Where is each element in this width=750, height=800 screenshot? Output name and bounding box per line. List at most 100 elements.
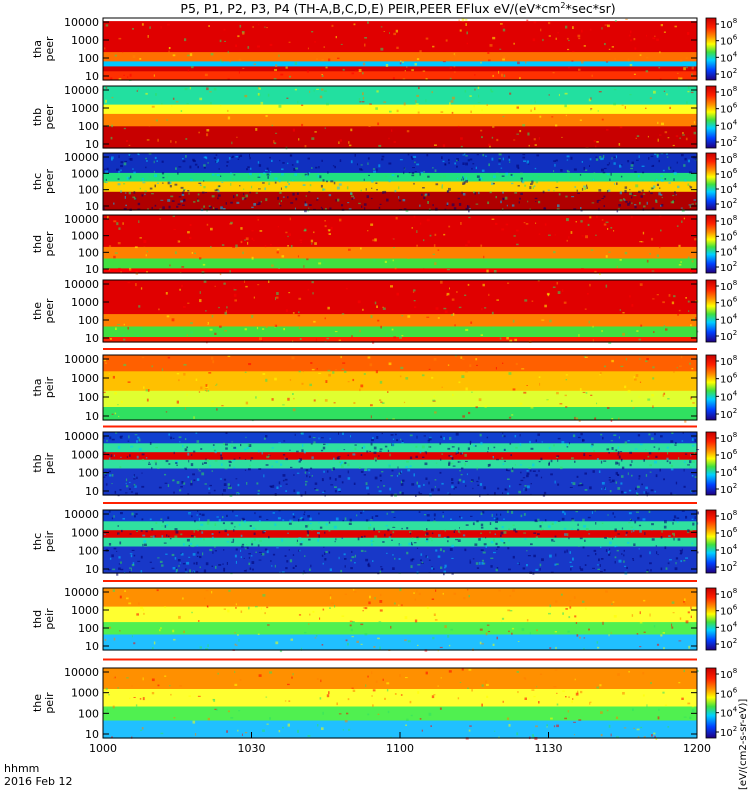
noise-pixel (365, 519, 369, 522)
noise-pixel (351, 72, 355, 75)
noise-pixel (668, 294, 671, 297)
noise-pixel (299, 518, 302, 520)
noise-pixel (503, 56, 506, 59)
noise-pixel (416, 538, 419, 541)
noise-pixel (478, 94, 480, 98)
noise-pixel (324, 225, 327, 228)
noise-pixel (195, 378, 198, 381)
noise-pixel (635, 184, 639, 188)
noise-pixel (533, 331, 536, 333)
noise-pixel (674, 191, 676, 193)
noise-pixel (683, 602, 687, 605)
noise-pixel (182, 597, 184, 600)
noise-pixel (341, 368, 344, 370)
noise-pixel (449, 66, 453, 70)
noise-pixel (288, 41, 291, 43)
noise-pixel (382, 306, 384, 308)
noise-pixel (321, 159, 323, 162)
noise-pixel (113, 677, 116, 679)
noise-pixel (439, 548, 442, 552)
noise-pixel (529, 186, 532, 190)
noise-pixel (405, 466, 408, 468)
noise-pixel (166, 119, 169, 121)
noise-pixel (451, 544, 454, 548)
noise-pixel (533, 695, 536, 698)
noise-pixel (650, 192, 653, 195)
noise-pixel (455, 539, 458, 541)
noise-pixel (338, 713, 342, 715)
noise-pixel (565, 374, 568, 376)
noise-pixel (435, 207, 438, 211)
noise-pixel (238, 58, 242, 62)
noise-pixel (622, 312, 625, 314)
noise-pixel (167, 199, 171, 202)
noise-pixel (635, 137, 637, 139)
noise-pixel (448, 493, 451, 496)
noise-pixel (240, 556, 242, 559)
noise-pixel (248, 562, 251, 566)
noise-pixel (183, 630, 185, 633)
noise-pixel (242, 31, 245, 35)
noise-pixel (269, 156, 271, 159)
noise-pixel (602, 171, 606, 174)
noise-pixel (638, 155, 640, 158)
noise-pixel (541, 441, 543, 443)
noise-pixel (328, 229, 331, 232)
noise-pixel (578, 37, 581, 40)
noise-pixel (199, 184, 202, 186)
noise-pixel (643, 631, 646, 633)
noise-pixel (215, 384, 217, 386)
noise-pixel (587, 293, 589, 295)
noise-pixel (647, 455, 650, 458)
noise-pixel (597, 199, 601, 201)
noise-pixel (117, 178, 120, 180)
noise-pixel (250, 555, 253, 557)
noise-pixel (282, 474, 286, 477)
noise-pixel (534, 167, 537, 170)
noise-pixel (401, 470, 403, 474)
noise-pixel (523, 513, 526, 516)
noise-pixel (310, 467, 313, 470)
panel-band (103, 21, 697, 53)
noise-pixel (589, 455, 592, 457)
noise-pixel (374, 535, 378, 538)
noise-pixel (326, 337, 330, 340)
noise-pixel (237, 35, 240, 38)
noise-pixel (471, 479, 474, 482)
noise-pixel (411, 172, 415, 175)
noise-pixel (141, 356, 145, 359)
noise-pixel (207, 717, 210, 721)
noise-pixel (603, 195, 606, 198)
noise-pixel (519, 442, 522, 446)
noise-pixel (525, 61, 527, 64)
noise-pixel (326, 102, 329, 106)
noise-pixel (279, 191, 282, 194)
noise-pixel (266, 550, 269, 554)
noise-pixel (606, 709, 609, 712)
y-tick-label: 100 (78, 120, 99, 133)
noise-pixel (667, 137, 670, 139)
noise-pixel (182, 188, 186, 191)
noise-pixel (329, 568, 332, 572)
noise-pixel (508, 416, 512, 419)
noise-pixel (655, 252, 658, 256)
noise-pixel (392, 567, 395, 570)
noise-pixel (287, 723, 290, 727)
colorbar-thc_peir (705, 509, 717, 574)
noise-pixel (553, 444, 555, 447)
noise-pixel (299, 458, 302, 462)
noise-pixel (578, 419, 581, 422)
noise-pixel (457, 539, 461, 542)
noise-pixel (183, 364, 187, 366)
noise-pixel (659, 78, 662, 81)
noise-pixel (196, 514, 199, 516)
noise-pixel (432, 636, 435, 640)
noise-pixel (374, 457, 377, 461)
noise-pixel (444, 529, 446, 532)
noise-pixel (309, 383, 312, 387)
noise-pixel (206, 156, 208, 160)
noise-pixel (617, 208, 620, 210)
noise-pixel (305, 174, 308, 177)
noise-pixel (112, 375, 115, 379)
noise-pixel (460, 145, 463, 148)
